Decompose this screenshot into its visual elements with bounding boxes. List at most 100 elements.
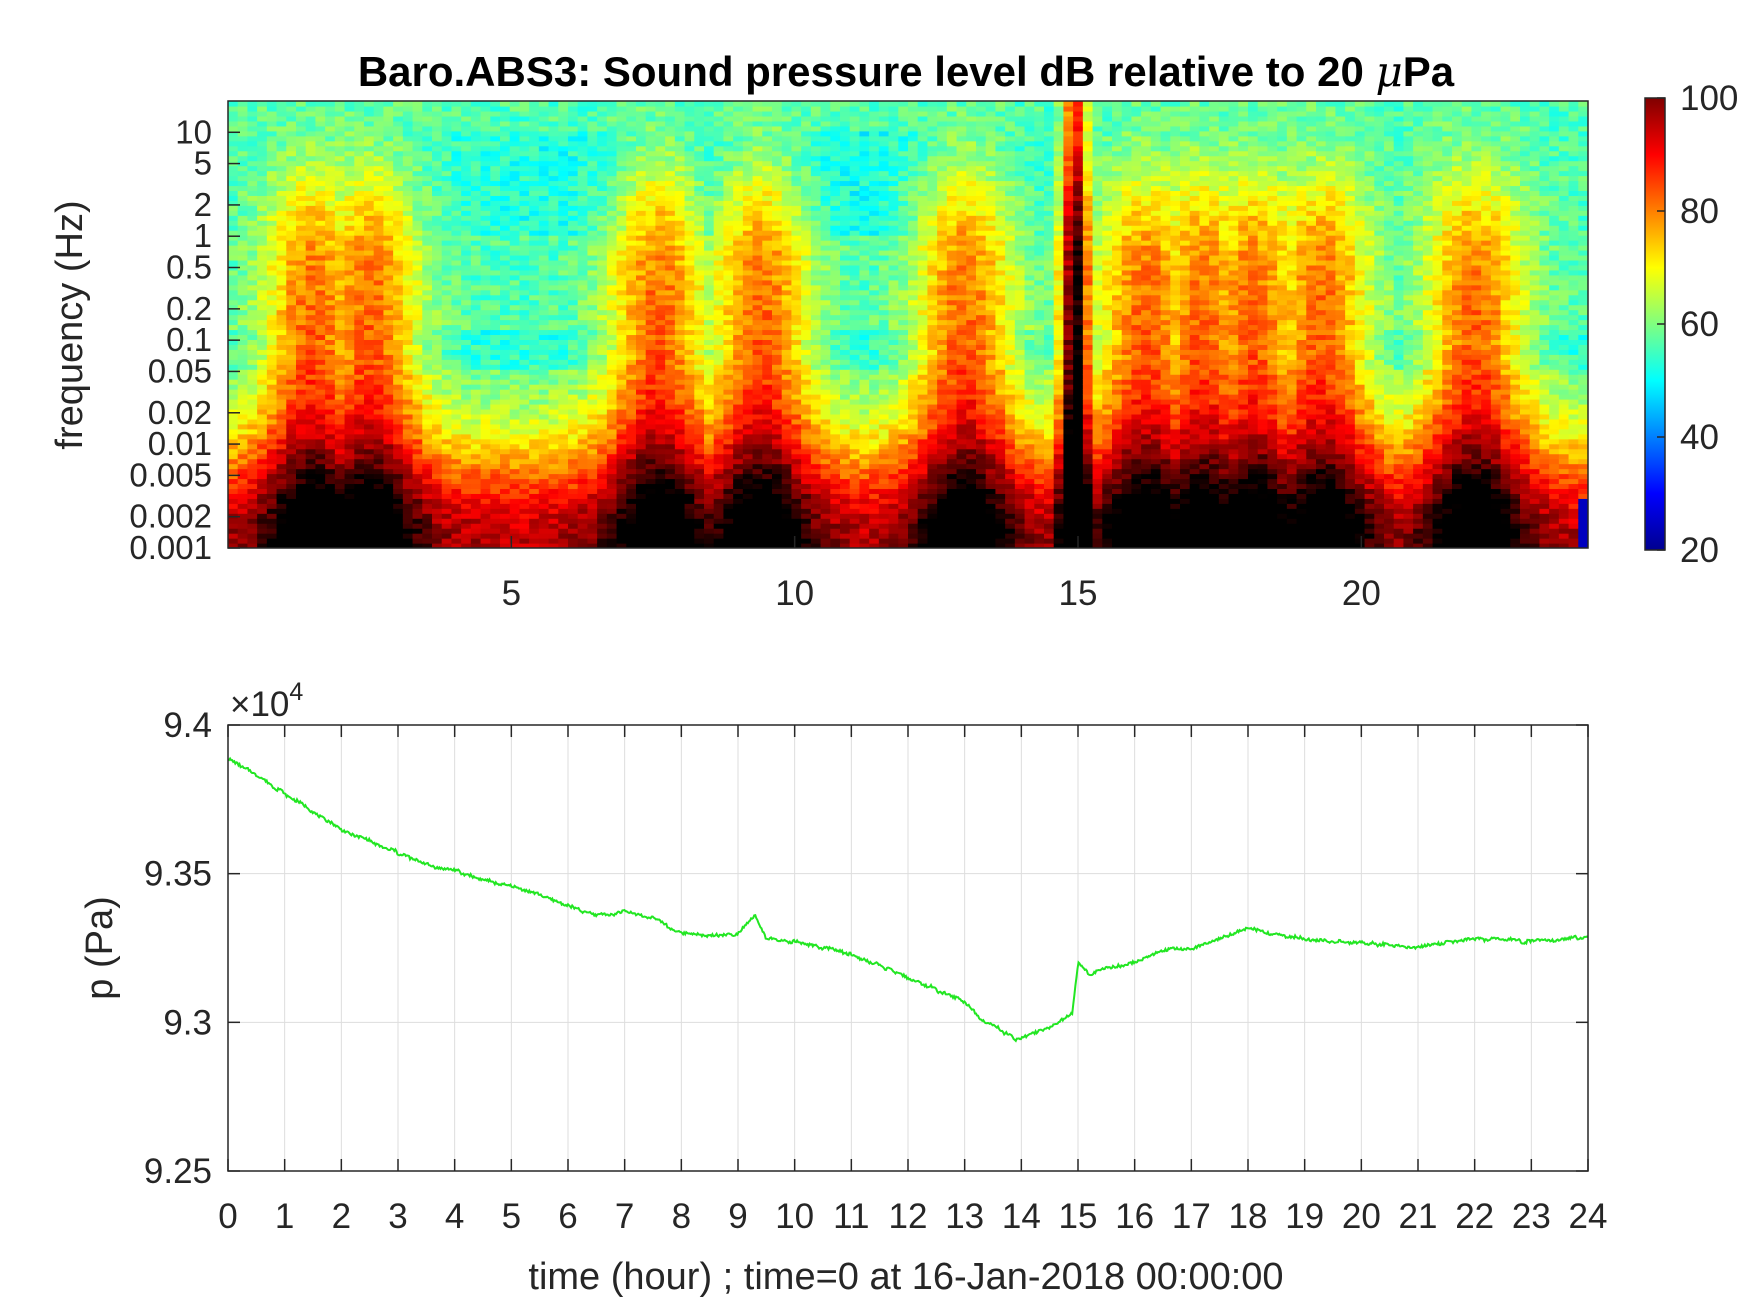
spectrogram-cell bbox=[509, 279, 521, 286]
spectrogram-cell bbox=[587, 364, 598, 370]
spectrogram-cell bbox=[305, 220, 317, 226]
spectrogram-cell bbox=[674, 399, 686, 405]
spectrogram-cell bbox=[723, 230, 734, 236]
spectrogram-cell bbox=[315, 175, 326, 182]
spectrogram-cell bbox=[684, 304, 695, 311]
spectrogram-cell bbox=[334, 170, 346, 177]
spectrogram-cell bbox=[665, 354, 676, 360]
spectrogram-cell bbox=[500, 453, 511, 460]
spectrogram-cell bbox=[636, 190, 647, 196]
spectrogram-cell bbox=[616, 289, 627, 296]
spectrogram-cell bbox=[373, 235, 385, 241]
spectrogram-cell bbox=[402, 130, 414, 137]
spectrogram-cell bbox=[490, 339, 501, 345]
spectrogram-cell bbox=[305, 289, 317, 296]
spectrogram-cell bbox=[480, 120, 491, 127]
spectrogram-cell bbox=[587, 478, 598, 485]
spectrogram-cell bbox=[247, 145, 258, 152]
spectrogram-cell bbox=[451, 175, 462, 182]
spectrogram-cell bbox=[364, 364, 375, 370]
spectrogram-cell bbox=[558, 264, 569, 271]
spectrogram-cell bbox=[684, 299, 695, 306]
spectrogram-cell bbox=[762, 354, 773, 360]
spectrogram-cell bbox=[325, 399, 336, 405]
spectrogram-cell bbox=[704, 513, 715, 519]
spectrogram-cell bbox=[636, 528, 647, 534]
spectrogram-cell bbox=[655, 170, 666, 177]
spectrogram-cell bbox=[393, 130, 404, 137]
spectrogram-cell bbox=[237, 493, 249, 499]
spectrogram-cell bbox=[276, 264, 287, 271]
spectrogram-cell bbox=[538, 379, 550, 385]
spectrogram-cell bbox=[713, 508, 725, 514]
spectrogram-cell bbox=[383, 438, 394, 445]
spectrogram-cell bbox=[451, 215, 462, 221]
spectrogram-cell bbox=[665, 105, 676, 112]
spectrogram-cell bbox=[315, 309, 326, 316]
spectrogram-cell bbox=[315, 384, 326, 390]
spectrogram-cell bbox=[286, 483, 297, 489]
spectrogram-cell bbox=[742, 210, 754, 216]
spectrogram-cell bbox=[500, 408, 511, 415]
spectrogram-cell bbox=[519, 264, 530, 271]
spectrogram-cell bbox=[636, 438, 647, 445]
spectrogram-cell bbox=[451, 349, 462, 355]
spectrogram-cell bbox=[237, 309, 249, 316]
spectrogram-cell bbox=[568, 200, 579, 206]
spectrogram-cell bbox=[723, 349, 734, 355]
spectrogram-cell bbox=[344, 105, 355, 112]
spectrogram-cell bbox=[606, 200, 618, 206]
spectrogram-cell bbox=[674, 513, 686, 519]
spectrogram-cell bbox=[412, 359, 423, 365]
spectrogram-cell bbox=[665, 180, 676, 187]
spectrogram-cell bbox=[733, 518, 744, 524]
spectrogram-cell bbox=[276, 115, 287, 122]
spectrogram-cell bbox=[334, 468, 346, 475]
spectrogram-cell bbox=[373, 279, 385, 286]
spectrogram-cell bbox=[645, 304, 657, 311]
spectrogram-cell bbox=[500, 354, 511, 360]
spectrogram-cell bbox=[315, 533, 326, 539]
spectrogram-cell bbox=[305, 210, 317, 216]
spectrogram-cell bbox=[325, 205, 336, 211]
spectrogram-cell bbox=[645, 418, 657, 425]
spectrogram-cell bbox=[432, 185, 443, 191]
spectrogram-cell bbox=[713, 225, 725, 231]
spectrogram-cell bbox=[597, 538, 608, 544]
spectrogram-cell bbox=[684, 254, 695, 261]
spectrogram-cell bbox=[305, 403, 317, 410]
spectrogram-cell bbox=[422, 468, 433, 475]
spectrogram-cell bbox=[344, 528, 355, 534]
spectrogram-cell bbox=[490, 225, 501, 231]
spectrogram-cell bbox=[616, 195, 627, 201]
spectrogram-cell bbox=[247, 349, 258, 355]
spectrogram-cell bbox=[519, 478, 530, 485]
spectrogram-cell bbox=[509, 384, 521, 390]
spectrogram-cell bbox=[276, 399, 287, 405]
spectrogram-cell bbox=[432, 130, 443, 137]
spectrogram-cell bbox=[655, 269, 666, 276]
spectrogram-cell bbox=[490, 473, 501, 480]
spectrogram-cell bbox=[266, 324, 278, 331]
spectrogram-cell bbox=[529, 389, 540, 395]
spectrogram-cell bbox=[364, 389, 375, 395]
spectrogram-cell bbox=[402, 155, 414, 162]
spectrogram-cell bbox=[684, 418, 695, 425]
spectrogram-cell bbox=[606, 110, 618, 117]
spectrogram-cell bbox=[432, 329, 443, 336]
spectrogram-cell bbox=[266, 513, 278, 519]
spectrogram-cell bbox=[587, 185, 598, 191]
spectrogram-cell bbox=[402, 339, 414, 345]
spectrogram-cell bbox=[373, 319, 385, 326]
spectrogram-cell bbox=[606, 518, 618, 524]
spectrogram-cell bbox=[655, 443, 666, 450]
spectrogram-cell bbox=[597, 528, 608, 534]
spectrogram-cell bbox=[296, 145, 307, 152]
spectrogram-cell bbox=[752, 329, 763, 336]
spectrogram-cell bbox=[305, 339, 317, 345]
spectrogram-cell bbox=[626, 140, 637, 147]
spectrogram-cell bbox=[704, 140, 715, 147]
spectrogram-cell bbox=[587, 448, 598, 455]
spectrogram-cell bbox=[344, 478, 355, 485]
spectrogram-cell bbox=[597, 448, 608, 455]
